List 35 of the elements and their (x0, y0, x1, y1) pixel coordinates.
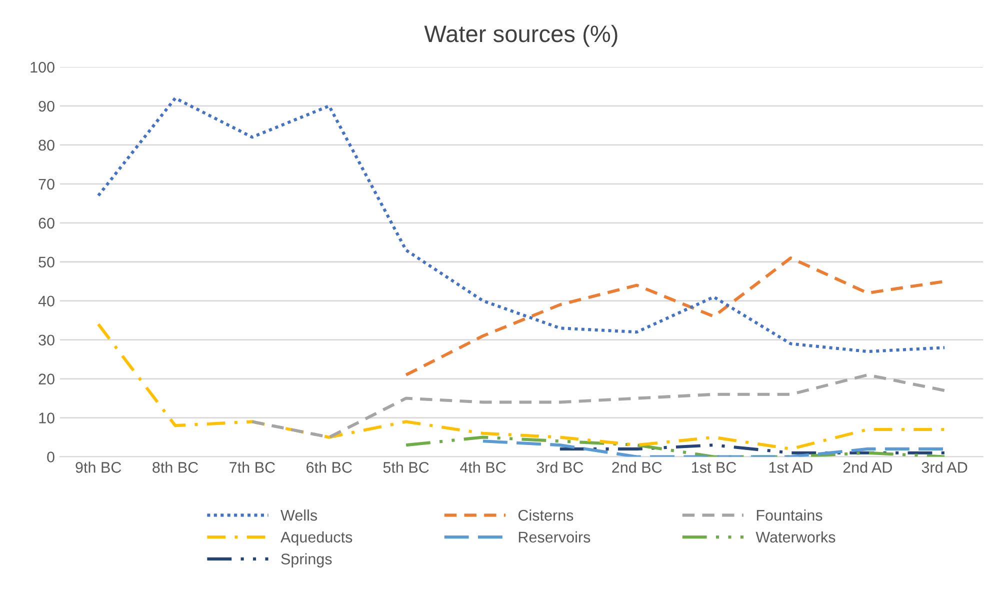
x-tick-label: 1st BC (692, 462, 736, 473)
chart-title: Water sources (%) (424, 24, 618, 47)
y-tick-label: 70 (38, 178, 54, 190)
y-tick-label: 40 (38, 296, 54, 307)
legend-label: Aqueducts (280, 531, 352, 546)
x-tick-label: 3rd BC (536, 462, 584, 473)
legend-label: Wells (280, 509, 318, 521)
y-tick-label: 90 (38, 100, 54, 112)
line-series (96, 322, 946, 450)
y-tick-label: 50 (38, 256, 54, 268)
y-tick-label: 0 (47, 452, 54, 462)
legend-label: Cisterns (518, 509, 574, 521)
x-tick-label: 2nd BC (612, 462, 662, 473)
x-tick-label: 3rd AD (922, 462, 968, 473)
x-tick-label: 1st AD (769, 462, 812, 473)
y-tick-label: 60 (38, 218, 54, 229)
y-tick-label: 10 (39, 412, 54, 424)
x-tick-label: 8th BC (152, 462, 198, 473)
y-tick-label: 100 (30, 62, 54, 73)
line-series (96, 96, 946, 354)
legend-label: Fountains (756, 509, 822, 521)
legend-label: Waterworks (756, 531, 836, 543)
x-tick-label: 2nd AD (843, 462, 892, 473)
x-tick-label: 5th BC (383, 462, 429, 473)
y-tick-label: 20 (38, 374, 54, 384)
line-series (404, 436, 946, 457)
legend-label: Reservoirs (518, 531, 590, 543)
y-tick-label: 30 (38, 334, 54, 346)
y-tick-label: 80 (38, 140, 54, 151)
x-tick-label: 9th BC (76, 462, 122, 473)
x-tick-label: 7th BC (230, 462, 275, 473)
x-tick-label: 4th BC (460, 462, 506, 473)
legend-label: Springs (281, 553, 332, 568)
line-series (250, 373, 946, 439)
x-tick-label: 6th BC (306, 462, 352, 473)
